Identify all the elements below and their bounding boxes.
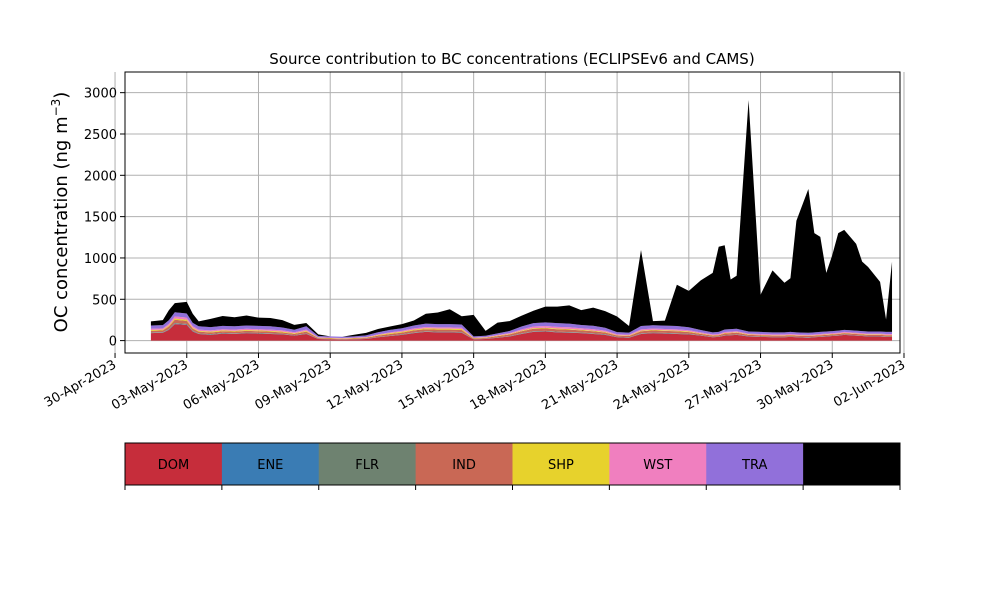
y-axis-label-close: ) bbox=[51, 92, 72, 99]
x-tick-label: 02-Jun-2023 bbox=[831, 357, 908, 410]
source-colorbar: DOM ENE FLR IND SHP WST TRA BB bbox=[124, 442, 901, 490]
y-axis-label-superscript: −3 bbox=[49, 99, 63, 117]
colorbar-swatch-shp bbox=[512, 443, 610, 485]
y-tick-label: 1500 bbox=[84, 211, 117, 226]
colorbar-label-flr: FLR bbox=[355, 458, 379, 473]
x-tick-label: 03-May-2023 bbox=[109, 357, 191, 413]
stacked-areas bbox=[150, 100, 893, 341]
y-tick-label: 500 bbox=[92, 293, 117, 308]
x-tick-label: 06-May-2023 bbox=[181, 357, 263, 413]
colorbar-label-dom: DOM bbox=[158, 458, 189, 473]
chart-title: Source contribution to BC concentrations… bbox=[269, 50, 754, 68]
x-tick-label: 12-May-2023 bbox=[324, 357, 406, 413]
y-tick-label: 0 bbox=[109, 335, 117, 350]
x-tick-label: 27-May-2023 bbox=[683, 357, 765, 413]
y-tick-label: 2000 bbox=[84, 169, 117, 184]
y-tick-label: 1000 bbox=[84, 252, 117, 267]
x-tick-label: 15-May-2023 bbox=[396, 357, 478, 413]
x-tick-label: 30-Apr-2023 bbox=[42, 357, 119, 410]
x-tick-label: 09-May-2023 bbox=[253, 357, 335, 413]
plot-frame bbox=[124, 71, 901, 354]
y-tick-label: 3000 bbox=[84, 87, 117, 102]
colorbar-label-ene: ENE bbox=[257, 458, 283, 473]
colorbar-label-ind: IND bbox=[452, 458, 476, 473]
colorbar-swatch-wst bbox=[609, 443, 707, 485]
colorbar-label-bb: BB bbox=[843, 458, 861, 473]
x-tick-label: 30-May-2023 bbox=[755, 357, 837, 413]
y-axis-label: OC concentration (ng m−3) bbox=[49, 92, 72, 333]
colorbar-label-shp: SHP bbox=[548, 458, 574, 473]
colorbar-label-wst: WST bbox=[643, 458, 672, 473]
y-axis-ticks: 0 500 1000 1500 2000 2500 3000 bbox=[84, 87, 125, 350]
colorbar-swatch-flr bbox=[318, 443, 417, 485]
x-tick-label: 24-May-2023 bbox=[611, 357, 693, 413]
colorbar-swatch-tra bbox=[706, 443, 804, 485]
colorbar-swatch-ind bbox=[415, 443, 513, 485]
colorbar-swatch-ene bbox=[221, 443, 320, 485]
y-axis-label-main: OC concentration (ng m bbox=[51, 116, 72, 332]
y-tick-label: 2500 bbox=[84, 128, 117, 143]
x-tick-label: 18-May-2023 bbox=[468, 357, 550, 413]
x-axis-ticks: 30-Apr-202303-May-202306-May-202309-May-… bbox=[42, 353, 908, 413]
area-series-bb bbox=[150, 100, 893, 337]
colorbar-frame bbox=[124, 442, 901, 486]
x-tick-label: 21-May-2023 bbox=[539, 357, 621, 413]
colorbar-label-tra: TRA bbox=[741, 458, 767, 473]
colorbar-swatch-dom bbox=[125, 443, 223, 485]
area-series-tra bbox=[150, 312, 893, 339]
colorbar-swatch-bb bbox=[803, 443, 901, 485]
